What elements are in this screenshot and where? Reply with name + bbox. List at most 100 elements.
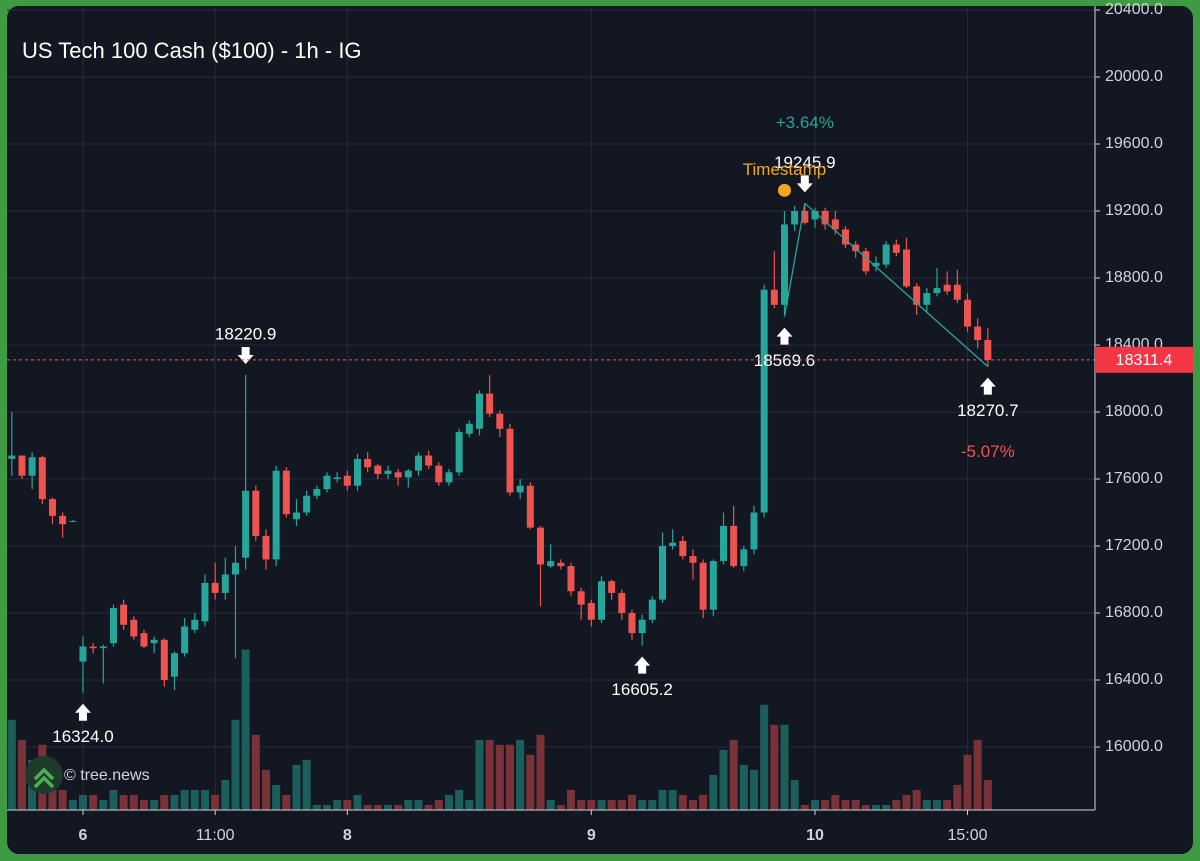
volume-bar [831,794,840,810]
candle-body [272,470,280,560]
candle-body [638,619,646,634]
candle-body [48,499,56,516]
candle-body [120,604,128,625]
candle-body [445,472,453,483]
axis-labels: 16000.0 16400.0 16800.0 17200.0 17600.0 18000… [79,1,1193,844]
volume-bar [556,804,565,810]
volume-bar [882,804,891,810]
volume-bar [485,739,494,810]
volume-bar [475,739,484,810]
candle-body [425,455,433,466]
volume-bar [638,799,647,810]
candle-body [618,592,626,614]
volume-bar [68,799,77,810]
last-price-tag [1095,346,1193,373]
volume-bar [282,794,291,810]
volume-bar [444,794,453,810]
x-tick-label: 9 [587,827,596,844]
volume-bar [109,789,118,810]
candle-body [59,515,67,525]
candle-body [28,457,36,476]
volume-bar [688,799,697,810]
candle-body [455,432,463,473]
volume-bar [261,769,270,810]
y-tick-label: 18000.0 [1105,403,1163,420]
candle-body [435,465,443,483]
volume-bar [658,789,667,810]
candle-body [313,489,321,496]
candle-body [770,289,778,305]
candle-body [730,525,738,567]
change-label: -5.07% [961,442,1015,461]
volume-bar [48,779,57,810]
candle-body [872,262,880,267]
volume-bar [241,649,250,810]
x-tick-label: 8 [343,827,352,844]
candle-body [343,475,351,486]
volume-bar [7,719,16,810]
trend-line [783,203,806,317]
candle-body [333,477,341,480]
volume-bar [434,799,443,810]
volume-bar [78,794,87,810]
volume-bar [780,724,789,810]
last-price-label: 18311.4 [1116,352,1173,369]
volume-bar [58,789,67,810]
volume-bar [455,789,464,810]
candle-body [750,512,758,550]
candle-body [902,249,910,287]
volume-bar [607,799,616,810]
candle-body [384,470,392,474]
grid [7,8,1095,810]
candle-body [211,582,219,593]
volume-bar [770,724,779,810]
candle-body [984,339,992,360]
candle-body [181,626,189,654]
credit: © tree.news [64,767,150,784]
candle-body [953,284,961,300]
y-tick-label: 17600.0 [1105,470,1163,487]
y-tick-label: 16000.0 [1105,738,1163,755]
y-tick-label: 16800.0 [1105,604,1163,621]
timestamp-dot [777,183,791,197]
volume-bar [699,794,708,810]
candle-body [943,284,951,292]
volume-bar [617,799,626,810]
candle-body [475,393,483,429]
candle-body [394,472,402,478]
candle-body [587,602,595,620]
candle-body [526,485,534,528]
candle-body [913,286,921,305]
candle-body [557,562,565,567]
volume-bar [404,799,413,810]
annotation-layer: 18220.9 16324.0 16605.2 18569.6 19245.9 18270… [7,113,1095,746]
volume-bar [99,799,108,810]
candle-body [231,562,239,575]
extreme-label: 16324.0 [52,727,113,746]
candle-body [791,211,799,225]
candle-body [862,251,870,272]
y-tick-label: 19600.0 [1105,135,1163,152]
volume-bar [729,739,738,810]
volume-bar [749,769,758,810]
volume-bar [333,799,342,810]
volume-bar [678,794,687,810]
y-tick-label: 19200.0 [1105,202,1163,219]
x-tick-label: 6 [79,827,88,844]
volume-bar [851,799,860,810]
volume-bar [139,799,148,810]
candle-body [963,299,971,327]
volume-bar [373,804,382,810]
candle-body [323,475,331,490]
x-tick-label: 11:00 [196,827,235,844]
candle-body [69,520,77,522]
arrow-up [634,656,651,674]
candle-body [699,562,707,610]
arrow-down [796,175,813,193]
y-tick-label: 20000.0 [1105,68,1163,85]
volume-bar [760,704,769,810]
candle-body [882,244,890,265]
candle-body [923,293,931,305]
candle-body [608,581,616,593]
extreme-label: 19245.9 [774,153,835,172]
